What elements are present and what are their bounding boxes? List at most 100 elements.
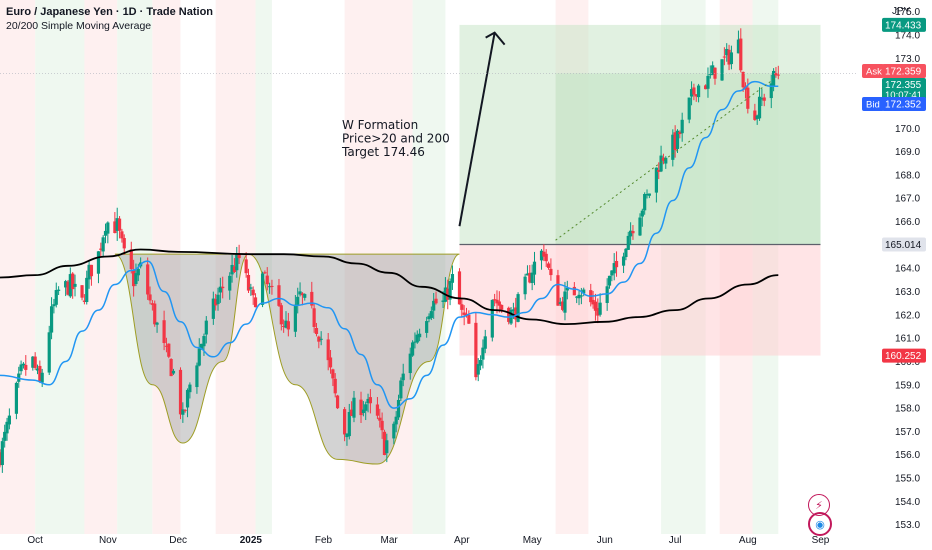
last-price-bg <box>882 78 926 100</box>
x-tick-label: Sep <box>812 535 830 546</box>
x-tick-label: Dec <box>169 535 187 546</box>
y-tick-label: 167.0 <box>895 194 920 205</box>
candle-body <box>640 210 644 217</box>
y-tick-label: 155.0 <box>895 474 920 485</box>
candle-body <box>361 409 365 413</box>
candle-body <box>197 348 201 366</box>
candle-body <box>385 440 389 454</box>
candle-body <box>24 364 28 370</box>
candle-body <box>129 249 133 270</box>
y-tick-label: 170.0 <box>895 124 920 135</box>
time-axis[interactable]: Oct Nov Dec 2025 Feb Mar Apr May Jun Jul Aug Sep <box>27 535 829 546</box>
candle-body <box>396 399 401 418</box>
candle-body <box>47 332 51 373</box>
candle-body <box>89 264 94 277</box>
candle-body <box>448 280 452 300</box>
candle-body <box>195 365 199 388</box>
candle-body <box>675 130 680 149</box>
w-pattern-shape[interactable] <box>114 253 460 465</box>
candle-body <box>528 272 532 283</box>
candle-body <box>762 97 766 101</box>
candle-body <box>120 231 124 239</box>
candle-body <box>80 285 84 298</box>
candle-body <box>146 264 150 295</box>
candle-body <box>221 286 225 289</box>
candle-body <box>185 389 190 408</box>
candle-body <box>33 356 37 368</box>
candle-body <box>343 409 347 435</box>
candle-body <box>467 314 471 324</box>
candle-body <box>153 303 157 325</box>
annotation-line: W Formation <box>342 118 418 132</box>
candle-body <box>218 286 222 293</box>
indicator-legend[interactable]: 20/200 Simple Moving Average <box>6 20 152 32</box>
candle-body <box>410 342 415 356</box>
entry-price-label-bg <box>882 237 926 252</box>
candle-body <box>132 270 136 287</box>
candle-body <box>481 347 485 360</box>
drawings[interactable] <box>0 31 858 241</box>
candle-body <box>246 274 251 291</box>
candle-body <box>382 431 387 455</box>
trend-dotted-line <box>555 78 774 241</box>
candle-body <box>556 275 560 306</box>
candle-body <box>593 301 598 311</box>
candle-body <box>260 273 265 305</box>
annotation-line: Price>20 and 200 <box>342 132 450 146</box>
x-tick-label: 2025 <box>240 535 263 546</box>
candle-body <box>607 275 612 286</box>
candle-body <box>251 289 255 296</box>
candle-body <box>200 343 204 350</box>
globe-icon[interactable]: ◉ <box>808 512 832 536</box>
candle-body <box>101 237 105 252</box>
candle-body <box>654 167 658 193</box>
candle-body <box>122 238 126 249</box>
candle-body <box>474 322 478 378</box>
x-tick-label: Nov <box>99 535 117 546</box>
candle-body <box>312 308 316 327</box>
target-arrow <box>458 32 496 227</box>
annotation-line: Target 174.46 <box>341 145 425 159</box>
y-tick-label: 161.0 <box>895 334 920 345</box>
candle-body <box>150 303 154 305</box>
ask-tag-bg <box>862 64 884 78</box>
candle-body <box>432 300 436 311</box>
candle-body <box>708 74 712 76</box>
price-labels: 174.433 165.014 160.252 Ask 172.359 172.35510… <box>862 17 926 363</box>
candle-body <box>774 73 778 76</box>
candle-body <box>530 272 534 284</box>
candle-body <box>73 283 77 287</box>
candle-body <box>418 333 422 338</box>
candle-body <box>671 134 675 160</box>
candle-body <box>183 409 187 411</box>
w-formation-note[interactable]: W Formation Price>20 and 200 Target 174.46 <box>341 118 450 159</box>
candle-body <box>253 297 258 308</box>
candle-body <box>720 59 724 81</box>
candle-body <box>478 360 483 366</box>
ask-price: 172.359 <box>885 67 922 78</box>
candle-body <box>408 353 412 374</box>
candle-body <box>7 415 11 425</box>
candle-body <box>35 368 40 371</box>
candle-body <box>739 38 743 71</box>
candle-body <box>507 307 511 322</box>
candle-body <box>549 268 553 276</box>
target-price-label: 174.433 <box>885 20 922 31</box>
candle-body <box>68 274 72 297</box>
y-tick-label: 168.0 <box>895 170 920 181</box>
candle-body <box>490 299 494 338</box>
candle-body <box>3 431 7 441</box>
sma200-line <box>0 248 779 326</box>
candle-body <box>350 409 354 416</box>
symbol-title[interactable]: Euro / Japanese Yen · 1D · Trade Nation <box>6 6 214 18</box>
candle-body <box>164 345 169 347</box>
candle-body <box>284 320 288 328</box>
candle-body <box>375 404 380 416</box>
arrow-head <box>485 31 506 46</box>
candle-body <box>476 364 480 375</box>
candle-body <box>769 83 773 99</box>
candle-body <box>57 289 61 291</box>
candle-body <box>680 119 684 134</box>
candle-body <box>31 356 35 368</box>
